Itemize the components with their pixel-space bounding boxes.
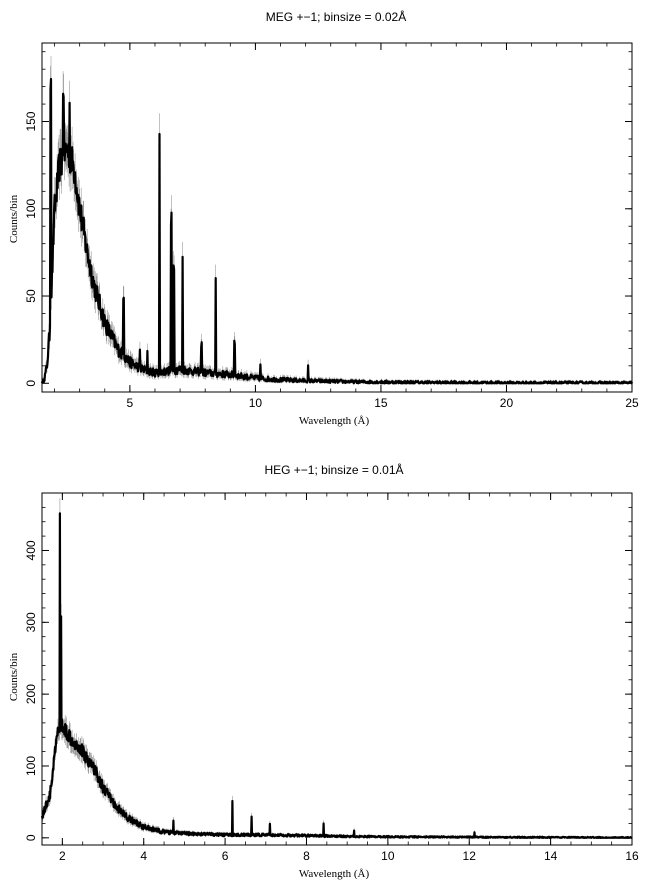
heg-x-tick-label: 4 <box>140 849 147 863</box>
heg-y-ticks: 0 100 200 300 400 <box>24 492 632 841</box>
meg-x-tick-label: 15 <box>374 396 388 410</box>
heg-x-tick-label: 6 <box>222 849 229 863</box>
heg-plot-frame <box>41 492 633 846</box>
meg-x-axis-label: Wavelength (Å) <box>299 415 370 427</box>
meg-y-tick-label: 50 <box>24 289 38 303</box>
meg-y-tick-label: 100 <box>24 198 38 218</box>
meg-spectrum-panel: MEG +−1; binsize = 0.02Å 5 10 15 20 25 0 50 10… <box>8 9 639 427</box>
heg-y-tick-label: 200 <box>24 684 38 704</box>
heg-x-axis-label: Wavelength (Å) <box>299 868 370 880</box>
meg-y-tick-label: 150 <box>24 111 38 131</box>
meg-y-ticks: 0 50 100 150 <box>24 51 632 387</box>
heg-y-axis-label: Counts/bin <box>8 652 20 701</box>
heg-y-tick-label: 400 <box>24 540 38 560</box>
heg-data-marks <box>40 498 633 839</box>
meg-error-bars <box>41 56 633 384</box>
meg-chart-title: MEG +−1; binsize = 0.02Å <box>266 9 406 24</box>
heg-chart-title: HEG +−1; binsize = 0.01Å <box>264 462 403 477</box>
heg-x-tick-label: 8 <box>303 849 310 863</box>
heg-spectrum-line <box>40 512 633 839</box>
meg-spectrum-line <box>40 77 634 385</box>
heg-x-tick-label: 14 <box>544 849 558 863</box>
heg-x-tick-label: 16 <box>625 849 639 863</box>
heg-x-tick-label: 10 <box>381 849 395 863</box>
heg-error-bars <box>41 498 633 838</box>
heg-y-tick-label: 0 <box>24 834 38 841</box>
meg-data-marks <box>40 56 634 385</box>
heg-y-tick-label: 100 <box>24 756 38 776</box>
meg-x-tick-label: 20 <box>500 396 514 410</box>
meg-x-tick-label: 25 <box>625 396 639 410</box>
heg-y-tick-label: 300 <box>24 612 38 632</box>
meg-y-tick-label: 0 <box>24 380 38 387</box>
meg-y-axis-label: Counts/bin <box>8 194 20 243</box>
heg-spectrum-panel: HEG +−1; binsize = 0.01Å 2 4 6 8 10 12 14 16 0 1… <box>8 462 639 880</box>
heg-x-tick-label: 12 <box>463 849 477 863</box>
meg-x-ticks: 5 10 15 20 25 <box>54 43 639 410</box>
heg-x-ticks: 2 4 6 8 10 12 14 16 <box>41 493 639 863</box>
heg-x-tick-label: 2 <box>59 849 66 863</box>
meg-plot-frame <box>41 42 633 393</box>
meg-x-tick-label: 5 <box>127 396 134 410</box>
meg-x-tick-label: 10 <box>249 396 263 410</box>
